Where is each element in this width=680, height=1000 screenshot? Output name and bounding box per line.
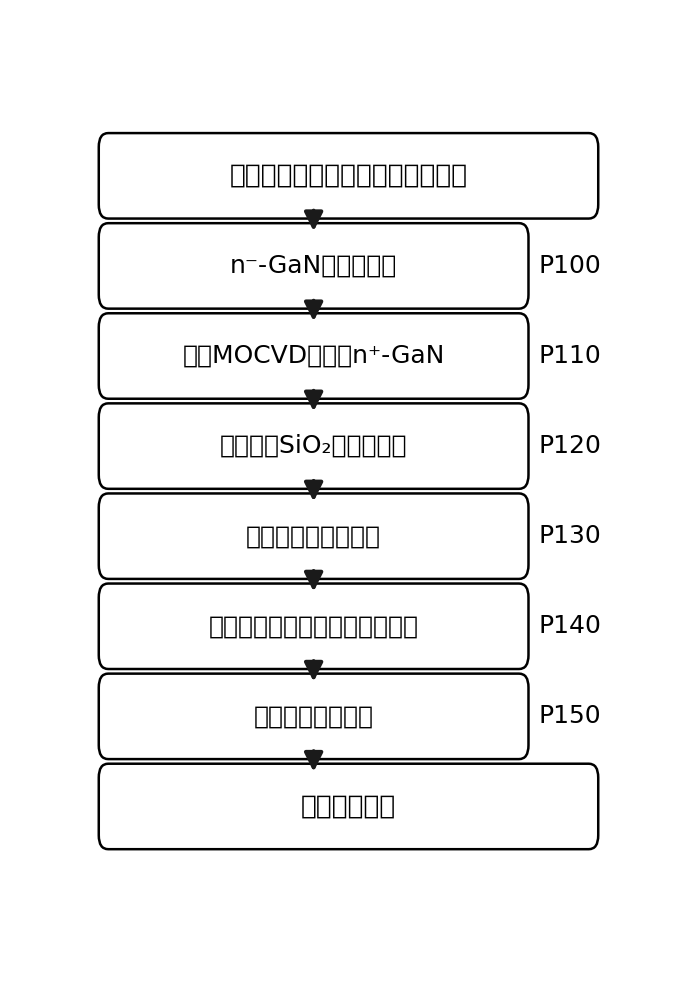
- FancyBboxPatch shape: [99, 133, 598, 219]
- FancyBboxPatch shape: [99, 674, 528, 759]
- FancyBboxPatch shape: [99, 313, 528, 399]
- Text: 绝缘材料上肖特基电极区域开口: 绝缘材料上肖特基电极区域开口: [209, 614, 419, 638]
- FancyBboxPatch shape: [99, 493, 528, 579]
- Text: 肖特基电极的形成: 肖特基电极的形成: [254, 704, 373, 728]
- Text: P150: P150: [539, 704, 601, 728]
- Text: 绝缘材料SiO₂薄膜的形成: 绝缘材料SiO₂薄膜的形成: [220, 434, 407, 458]
- Text: P130: P130: [539, 524, 601, 548]
- Text: 一种肖特基势垒二极管的制造方法: 一种肖特基势垒二极管的制造方法: [229, 163, 468, 189]
- Text: P140: P140: [539, 614, 601, 638]
- Text: 背面欧姆电极的形成: 背面欧姆电极的形成: [246, 524, 381, 548]
- FancyBboxPatch shape: [99, 584, 528, 669]
- FancyBboxPatch shape: [99, 403, 528, 489]
- Text: P100: P100: [539, 254, 601, 278]
- Text: 利用MOCVD法外延n⁺-GaN: 利用MOCVD法外延n⁺-GaN: [182, 344, 445, 368]
- FancyBboxPatch shape: [99, 223, 528, 309]
- Text: n⁻-GaN衬底的准备: n⁻-GaN衬底的准备: [230, 254, 397, 278]
- FancyBboxPatch shape: [99, 764, 598, 849]
- Text: P110: P110: [539, 344, 601, 368]
- Text: P120: P120: [539, 434, 601, 458]
- Text: 器件制作完成: 器件制作完成: [301, 793, 396, 819]
